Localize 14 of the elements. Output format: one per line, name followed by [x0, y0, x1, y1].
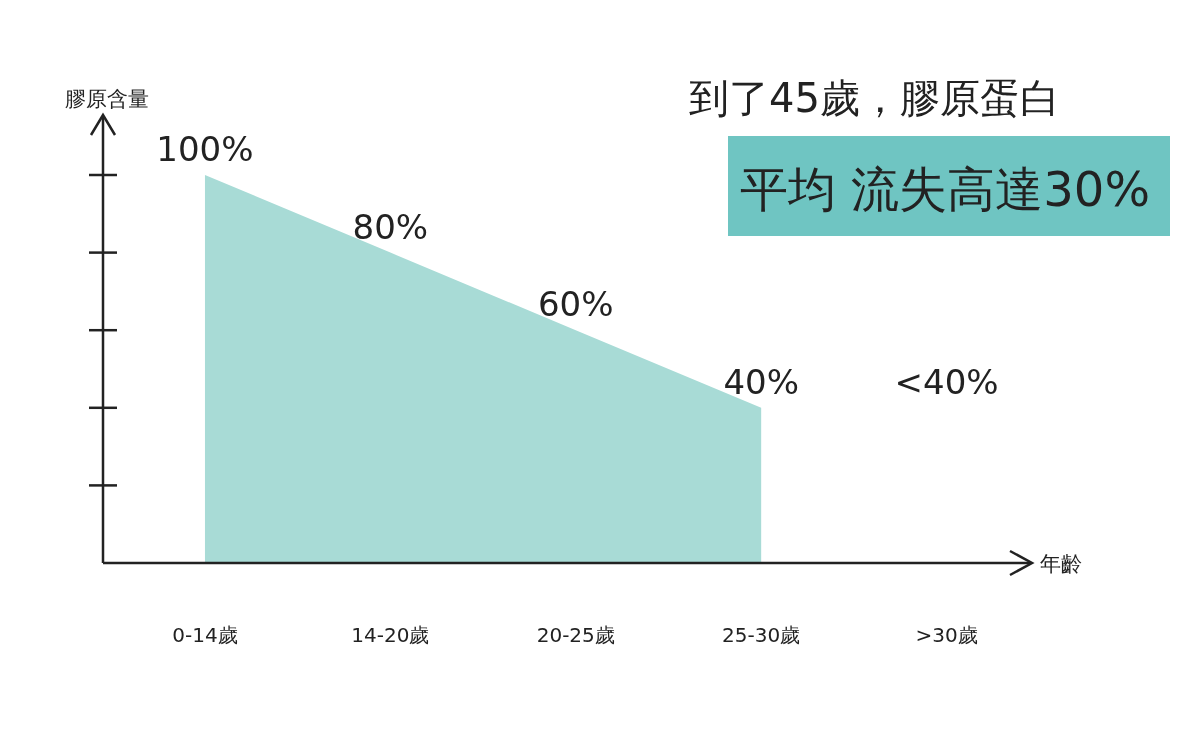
- y-axis-title: 膠原含量: [65, 87, 149, 111]
- x-tick-label: >30歲: [915, 623, 978, 647]
- x-tick-label: 14-20歲: [351, 623, 430, 647]
- chart-title: 到了45歲，膠原蛋白: [689, 75, 1060, 121]
- chart-subtitle: 平均 流失高達30%: [740, 161, 1150, 217]
- data-label: 100%: [156, 129, 254, 169]
- data-label: 60%: [537, 284, 614, 325]
- x-axis-title: 年齡: [1040, 552, 1082, 576]
- x-tick-label: 0-14歲: [172, 623, 238, 647]
- text: <40%: [894, 361, 999, 402]
- data-label: 40%: [723, 361, 799, 402]
- data-label: 80%: [352, 206, 429, 247]
- x-tick-label: 20-25歲: [536, 623, 615, 647]
- x-tick-label: 25-30歲: [722, 623, 801, 647]
